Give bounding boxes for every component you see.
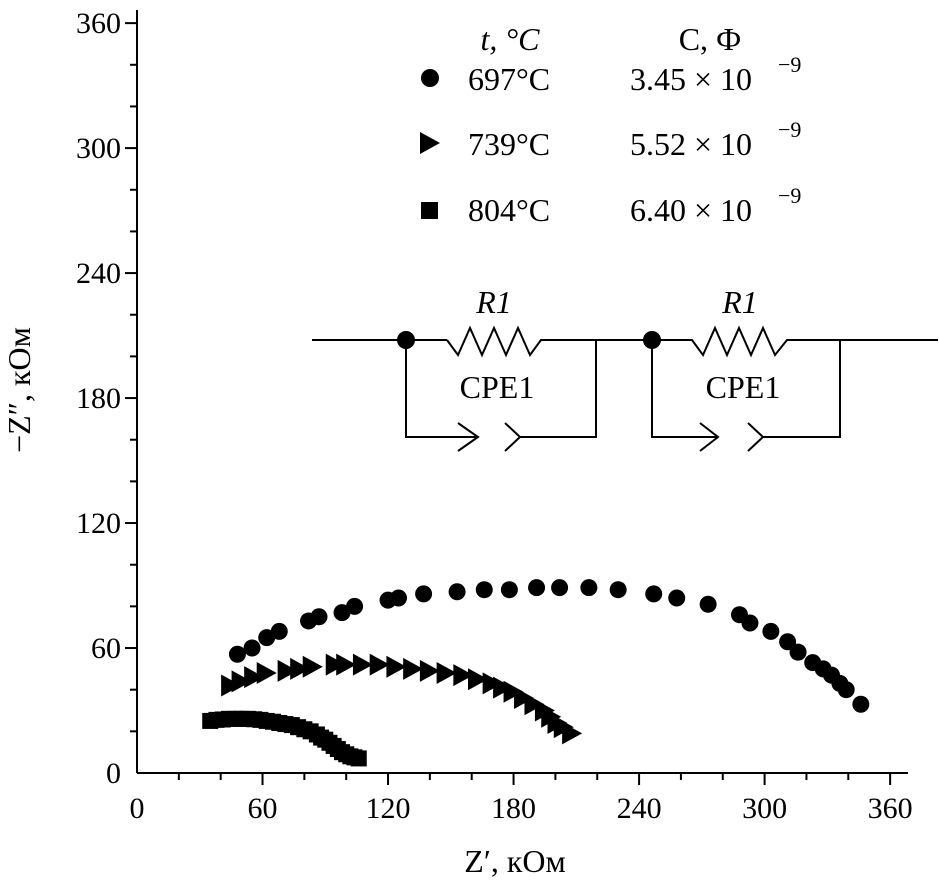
x-tick-label: 300: [742, 792, 787, 825]
circuit-node: [643, 331, 661, 349]
data-point-triangle: [403, 657, 424, 680]
data-point-triangle: [453, 664, 474, 687]
legend-exponent: −9: [778, 183, 801, 208]
data-point-circle: [837, 681, 855, 699]
data-point-circle: [789, 643, 807, 661]
data-point-triangle: [325, 653, 346, 676]
legend: t, °C C, Ф 697°C 739°C 804°C 3.45 × 10 5…: [420, 21, 801, 228]
resistor-label-2: R1: [721, 284, 758, 320]
resistor-label-1: R1: [475, 284, 512, 320]
data-point-triangle: [562, 722, 583, 745]
data-point-triangle: [514, 687, 535, 710]
cpe-label-2: CPE1: [706, 369, 781, 405]
x-tick-label: 0: [130, 792, 145, 825]
data-point-circle: [645, 585, 663, 603]
legend-series-label: 739°C: [468, 126, 550, 162]
legend-header-t: t, °C: [480, 21, 540, 57]
data-point-circle: [310, 608, 328, 626]
data-marks: [202, 579, 870, 767]
data-point-triangle: [290, 657, 311, 680]
x-tick-label: 60: [248, 792, 278, 825]
data-point-circle: [699, 595, 717, 613]
data-point-circle: [762, 622, 780, 640]
legend-c-value: 6.40 × 10: [630, 192, 752, 228]
legend-marker-triangle: [420, 132, 440, 154]
data-point-circle: [346, 597, 364, 615]
data-point-triangle: [503, 680, 524, 703]
legend-marker-square: [421, 202, 438, 219]
legend-series-label: 697°C: [468, 61, 550, 97]
legend-header-c: C, Ф: [679, 21, 742, 57]
data-point-circle: [528, 579, 546, 597]
data-point-circle: [852, 695, 870, 713]
x-tick-label: 240: [617, 792, 662, 825]
data-point-triangle: [419, 659, 440, 682]
data-point-circle: [668, 589, 686, 607]
y-tick-label: 60: [91, 632, 121, 665]
data-point-circle: [228, 645, 246, 663]
legend-marker-circle: [421, 69, 439, 87]
legend-c-value: 3.45 × 10: [630, 61, 752, 97]
data-point-circle: [779, 633, 797, 651]
data-point-triangle: [467, 668, 488, 691]
y-tick-label: 180: [76, 382, 121, 415]
data-point-circle: [415, 585, 433, 603]
x-tick-label: 360: [868, 792, 913, 825]
data-point-triangle: [386, 655, 407, 678]
y-axis-label: −Z″, кОм: [1, 327, 37, 453]
y-tick-label: 360: [76, 7, 121, 40]
data-point-triangle: [277, 659, 298, 682]
y-tick-label: 120: [76, 507, 121, 540]
data-point-circle: [741, 614, 759, 632]
circuit-node: [397, 331, 415, 349]
legend-c-value: 5.52 × 10: [630, 126, 752, 162]
data-point-triangle: [244, 666, 265, 689]
data-point-triangle: [493, 676, 514, 699]
x-tick-label: 120: [366, 792, 411, 825]
legend-exponent: −9: [778, 52, 801, 77]
data-point-circle: [258, 629, 276, 647]
data-point-circle: [551, 579, 569, 597]
y-tick-label: 240: [76, 257, 121, 290]
data-point-triangle: [352, 653, 373, 676]
data-point-triangle: [231, 670, 252, 693]
circuit-labels: R1 CPE1 R1 CPE1: [460, 284, 781, 405]
cpe-label-1: CPE1: [460, 369, 535, 405]
x-tick-label: 180: [491, 792, 536, 825]
legend-exponent: −9: [778, 117, 801, 142]
equivalent-circuit: [312, 325, 938, 452]
data-point-triangle: [221, 674, 242, 697]
data-point-circle: [580, 579, 598, 597]
data-point-circle: [475, 581, 493, 599]
data-point-triangle: [524, 693, 545, 716]
data-point-triangle: [256, 662, 277, 685]
data-point-square: [350, 750, 367, 767]
data-point-circle: [333, 604, 351, 622]
axes: 0 60 120 180 240 300 360 0 60 120 180 240 300 360: [76, 7, 913, 825]
data-point-triangle: [369, 653, 390, 676]
data-point-circle: [448, 583, 466, 601]
data-point-circle: [500, 581, 518, 599]
y-tick-label: 0: [106, 757, 121, 790]
data-point-triangle: [302, 655, 323, 678]
data-point-circle: [609, 581, 627, 599]
legend-series-label: 804°C: [468, 192, 550, 228]
data-point-triangle: [436, 662, 457, 685]
data-point-triangle: [482, 672, 503, 695]
data-point-triangle: [336, 653, 357, 676]
data-point-circle: [270, 622, 288, 640]
data-point-circle: [243, 639, 261, 657]
data-point-circle: [390, 589, 407, 607]
x-axis-label: Z′, кОм: [464, 843, 565, 879]
y-tick-label: 300: [76, 132, 121, 165]
